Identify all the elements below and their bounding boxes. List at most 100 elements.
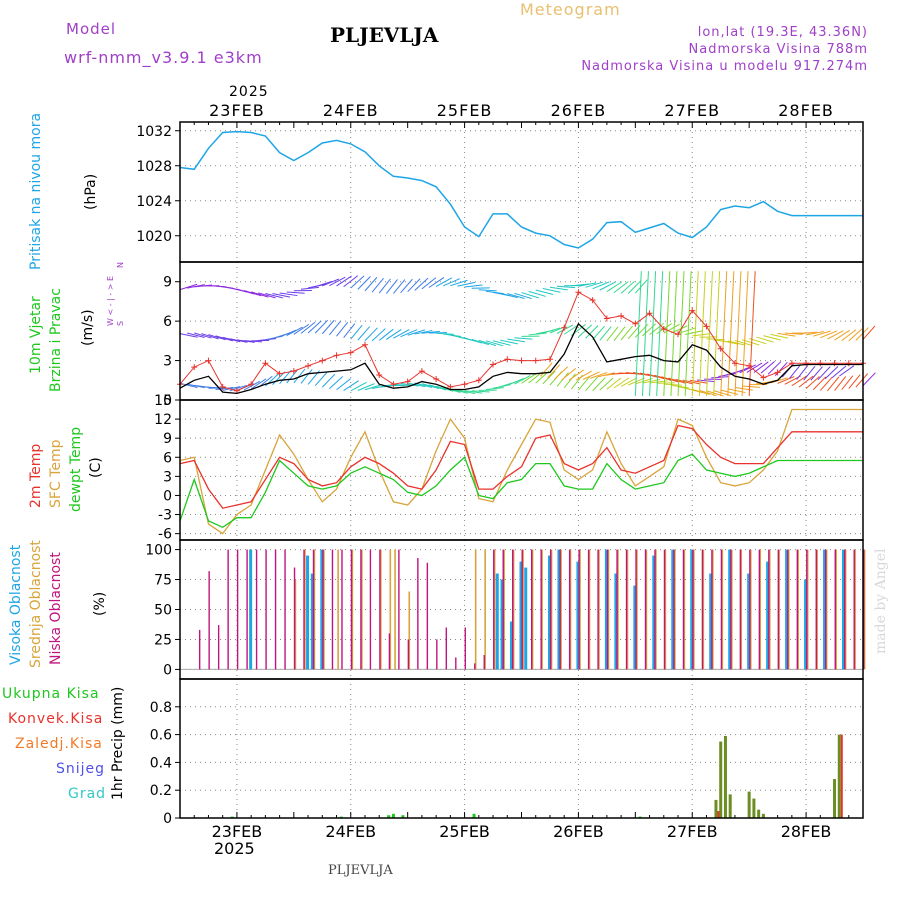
wind-arrow bbox=[272, 293, 291, 298]
mid-cloud-bar bbox=[337, 549, 339, 670]
wind-arrow bbox=[457, 389, 476, 395]
gust-marker bbox=[717, 345, 724, 352]
precip-total-bar bbox=[723, 735, 727, 818]
wind-arrow bbox=[400, 329, 418, 338]
mid-cloud-bar bbox=[778, 549, 781, 670]
low-cloud-bar bbox=[834, 549, 836, 670]
mid-cloud-bar bbox=[389, 549, 392, 670]
high-cloud-bar bbox=[652, 555, 656, 670]
wind-arrow bbox=[606, 377, 622, 390]
low-cloud-bar bbox=[616, 549, 618, 670]
wind-arrow bbox=[753, 361, 769, 373]
low-cloud-bar bbox=[806, 549, 808, 670]
mid-cloud-bar bbox=[664, 549, 667, 670]
wind-arrow bbox=[634, 279, 648, 294]
wind-arrow bbox=[763, 335, 781, 341]
wind-arrow bbox=[578, 324, 593, 338]
wind-arrow bbox=[500, 339, 518, 345]
wind-arrow bbox=[620, 377, 638, 387]
mid-cloud-bar bbox=[323, 549, 325, 670]
wind-arrow bbox=[592, 325, 605, 340]
high-cloud-bar bbox=[804, 579, 808, 670]
gust-marker bbox=[774, 369, 781, 376]
y-tick-label: 3 bbox=[163, 354, 172, 370]
gust-marker bbox=[461, 381, 468, 388]
wind-arrow bbox=[777, 376, 795, 384]
wind-arrow bbox=[627, 280, 642, 294]
low-cloud-bar bbox=[530, 549, 533, 670]
gust-marker bbox=[760, 374, 767, 381]
wind-arrow bbox=[767, 361, 782, 375]
precip-total-bar bbox=[752, 798, 756, 818]
low-cloud-bar bbox=[464, 627, 466, 670]
precip-total-bar bbox=[714, 799, 718, 818]
wind-arrow bbox=[554, 366, 569, 380]
wind-arrow bbox=[599, 281, 616, 291]
wind-arrow bbox=[620, 280, 635, 294]
wind-arrow bbox=[855, 373, 869, 388]
mid-cloud-bar bbox=[484, 549, 486, 670]
wind-arrow bbox=[371, 328, 386, 342]
high-cloud-bar bbox=[842, 549, 846, 670]
wind-arrow bbox=[760, 360, 775, 374]
wind-arrow bbox=[855, 327, 869, 341]
wind-arrow bbox=[385, 279, 398, 294]
mid-cloud-bar bbox=[304, 549, 306, 670]
gust-marker bbox=[290, 368, 297, 375]
panel-frame bbox=[179, 399, 864, 541]
wind-arrow bbox=[834, 329, 850, 341]
mid-cloud-bar bbox=[740, 549, 743, 670]
wind-arrow bbox=[641, 271, 649, 397]
wind-arrow bbox=[732, 366, 750, 375]
wind-arrow bbox=[713, 271, 721, 397]
precip-total-bar bbox=[761, 813, 765, 818]
wind-arrow bbox=[834, 376, 847, 391]
pressure-axis-unit: (hPa) bbox=[83, 173, 99, 210]
wind-arrow bbox=[393, 329, 410, 339]
wind-arrow bbox=[521, 372, 537, 384]
y-tick-label: 0.8 bbox=[150, 700, 172, 716]
wind-arrow bbox=[711, 376, 730, 379]
mid-cloud-bar bbox=[541, 549, 543, 670]
mid-cloud-bar bbox=[503, 549, 505, 670]
wind-arrow bbox=[817, 366, 831, 381]
low-cloud-bar bbox=[445, 627, 448, 670]
low-cloud-bar bbox=[701, 549, 704, 670]
wind-arrow bbox=[315, 280, 333, 288]
mid-cloud-bar bbox=[693, 549, 695, 670]
wind-arrow bbox=[414, 329, 433, 335]
wind-arrow bbox=[777, 332, 796, 337]
mid-cloud-bar bbox=[531, 549, 534, 670]
low-cloud-bar bbox=[853, 549, 855, 670]
mid-cloud-bar bbox=[844, 549, 847, 670]
legend-conv: Konvek.Kisa bbox=[8, 711, 104, 727]
wind-arrow bbox=[222, 386, 241, 391]
y-tick-label: 12 bbox=[154, 412, 172, 428]
lonlat-label: lon,lat (19.3E, 43.36N) bbox=[697, 25, 868, 40]
y-tick-label: 25 bbox=[154, 632, 172, 648]
wind-arrow bbox=[813, 330, 831, 337]
gust-marker bbox=[418, 368, 425, 375]
high-cloud-bar bbox=[604, 549, 608, 670]
mid-cloud-bar bbox=[797, 549, 799, 670]
wind-arrow bbox=[798, 331, 817, 335]
wind-arrow bbox=[796, 365, 809, 380]
low-cloud-title: Niska Oblacnost bbox=[48, 552, 64, 665]
wind-arrow bbox=[364, 327, 378, 342]
wind-arrow bbox=[364, 277, 378, 292]
wind-arrow bbox=[613, 377, 630, 389]
gust-marker bbox=[817, 360, 824, 367]
wind-arrow bbox=[300, 321, 316, 334]
legend-snow: Snijeg bbox=[56, 761, 106, 777]
mid-cloud-bar bbox=[702, 549, 705, 670]
precip-axis-title: 1hr Precip (mm) bbox=[110, 686, 126, 800]
high-cloud-bar bbox=[519, 561, 523, 670]
precip-total-bar bbox=[719, 741, 723, 818]
wind-arrow bbox=[727, 271, 735, 397]
wind-arrow bbox=[838, 365, 855, 377]
low-cloud-bar bbox=[303, 549, 305, 670]
wind-arrow bbox=[841, 329, 857, 342]
wind-arrow bbox=[386, 329, 402, 340]
low-cloud-bar bbox=[844, 549, 846, 670]
wind-arrow bbox=[770, 333, 789, 339]
